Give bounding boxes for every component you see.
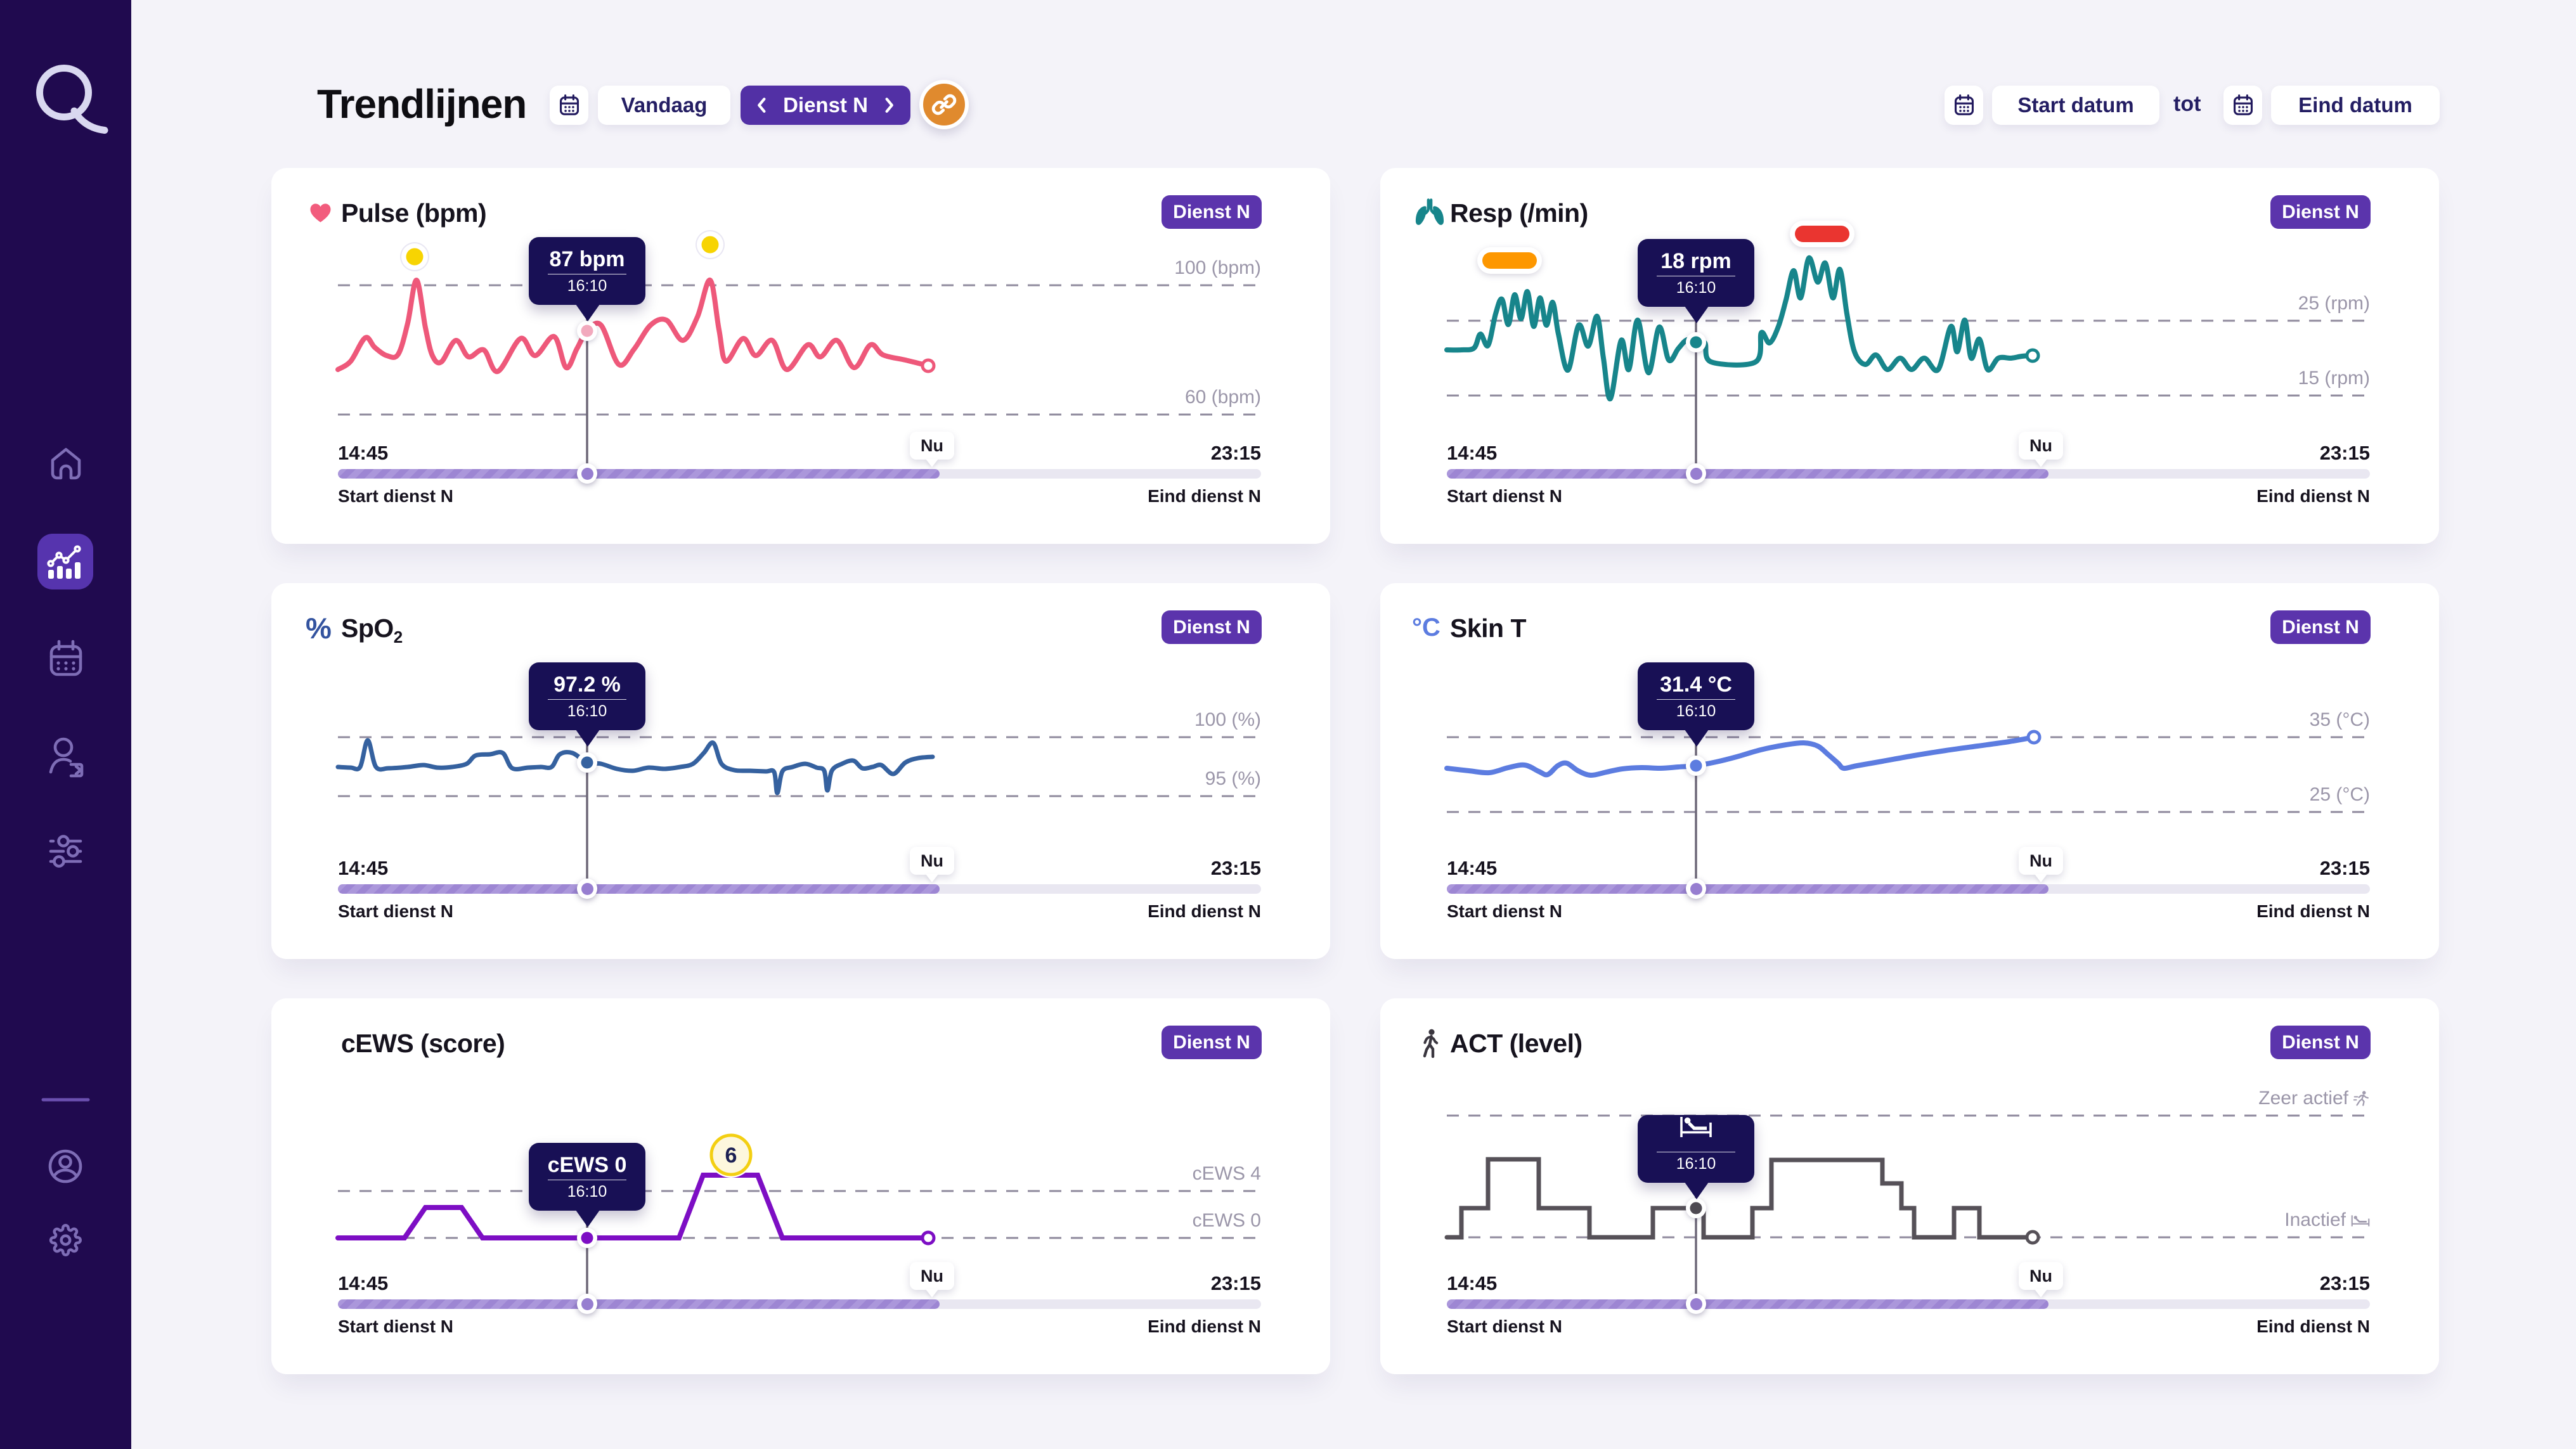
- svg-text:6: 6: [725, 1143, 737, 1168]
